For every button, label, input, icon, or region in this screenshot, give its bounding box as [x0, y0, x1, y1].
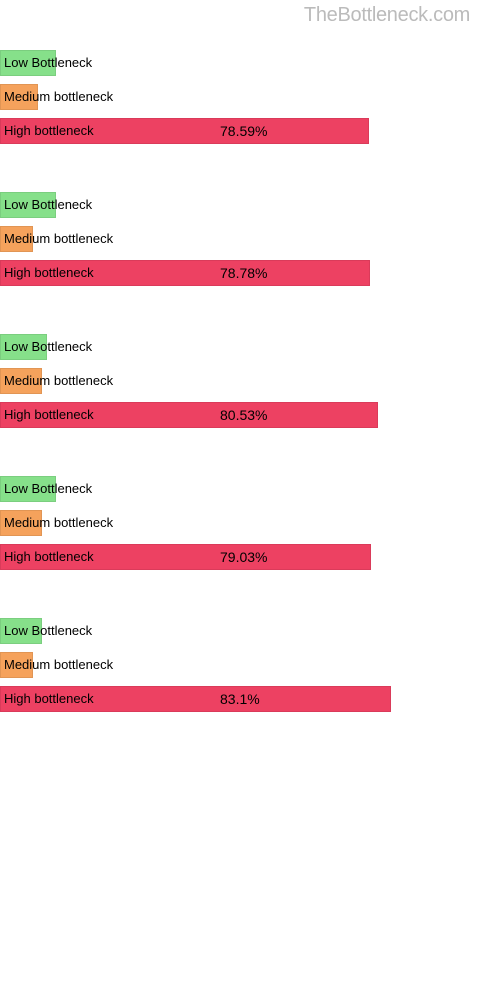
bar-row-high: High bottleneck 79.03% [0, 544, 500, 570]
bar-row-high: High bottleneck 83.1% [0, 686, 500, 712]
bottleneck-group: Low Bottleneck Medium bottleneck High bott… [0, 608, 500, 750]
bar-label: Low Bottleneck [4, 334, 92, 360]
high-bottleneck-value: 83.1% [220, 686, 260, 712]
bar-row-medium: Medium bottleneck [0, 652, 500, 678]
bottleneck-group: Low Bottleneck Medium bottleneck High bott… [0, 324, 500, 466]
bar-row-low: Low Bottleneck [0, 192, 500, 218]
bar-label: Medium bottleneck [4, 368, 113, 394]
high-bottleneck-value: 78.59% [220, 118, 267, 144]
high-bottleneck-value: 78.78% [220, 260, 267, 286]
bar-row-low: Low Bottleneck [0, 618, 500, 644]
bar-row-low: Low Bottleneck [0, 476, 500, 502]
bar-label: Low Bottleneck [4, 476, 92, 502]
chart-groups: Low Bottleneck Medium bottleneck High bott… [0, 40, 500, 750]
bottleneck-group: Low Bottleneck Medium bottleneck High bott… [0, 182, 500, 324]
bar-label: High bottleneck [4, 260, 94, 286]
bar-row-low: Low Bottleneck [0, 334, 500, 360]
bar-row-medium: Medium bottleneck [0, 368, 500, 394]
bar-label: Medium bottleneck [4, 652, 113, 678]
bar-row-medium: Medium bottleneck [0, 84, 500, 110]
bar-row-high: High bottleneck 78.59% [0, 118, 500, 144]
bar-label: Medium bottleneck [4, 510, 113, 536]
bottleneck-group: Low Bottleneck Medium bottleneck High bott… [0, 40, 500, 182]
bar-label: High bottleneck [4, 402, 94, 428]
watermark-text: TheBottleneck.com [304, 4, 470, 27]
bar-label: Medium bottleneck [4, 226, 113, 252]
bar-label: High bottleneck [4, 686, 94, 712]
high-bottleneck-value: 79.03% [220, 544, 267, 570]
bottleneck-group: Low Bottleneck Medium bottleneck High bott… [0, 466, 500, 608]
bar-row-high: High bottleneck 78.78% [0, 260, 500, 286]
bottleneck-chart: TheBottleneck.com Low Bottleneck Medium b… [0, 0, 500, 750]
bar-row-medium: Medium bottleneck [0, 510, 500, 536]
bar-row-low: Low Bottleneck [0, 50, 500, 76]
high-bottleneck-value: 80.53% [220, 402, 267, 428]
bar-label: High bottleneck [4, 544, 94, 570]
bar-label: Low Bottleneck [4, 50, 92, 76]
bar-label: Low Bottleneck [4, 618, 92, 644]
bar-label: High bottleneck [4, 118, 94, 144]
bar-label: Low Bottleneck [4, 192, 92, 218]
bar-row-high: High bottleneck 80.53% [0, 402, 500, 428]
bar-label: Medium bottleneck [4, 84, 113, 110]
bar-row-medium: Medium bottleneck [0, 226, 500, 252]
